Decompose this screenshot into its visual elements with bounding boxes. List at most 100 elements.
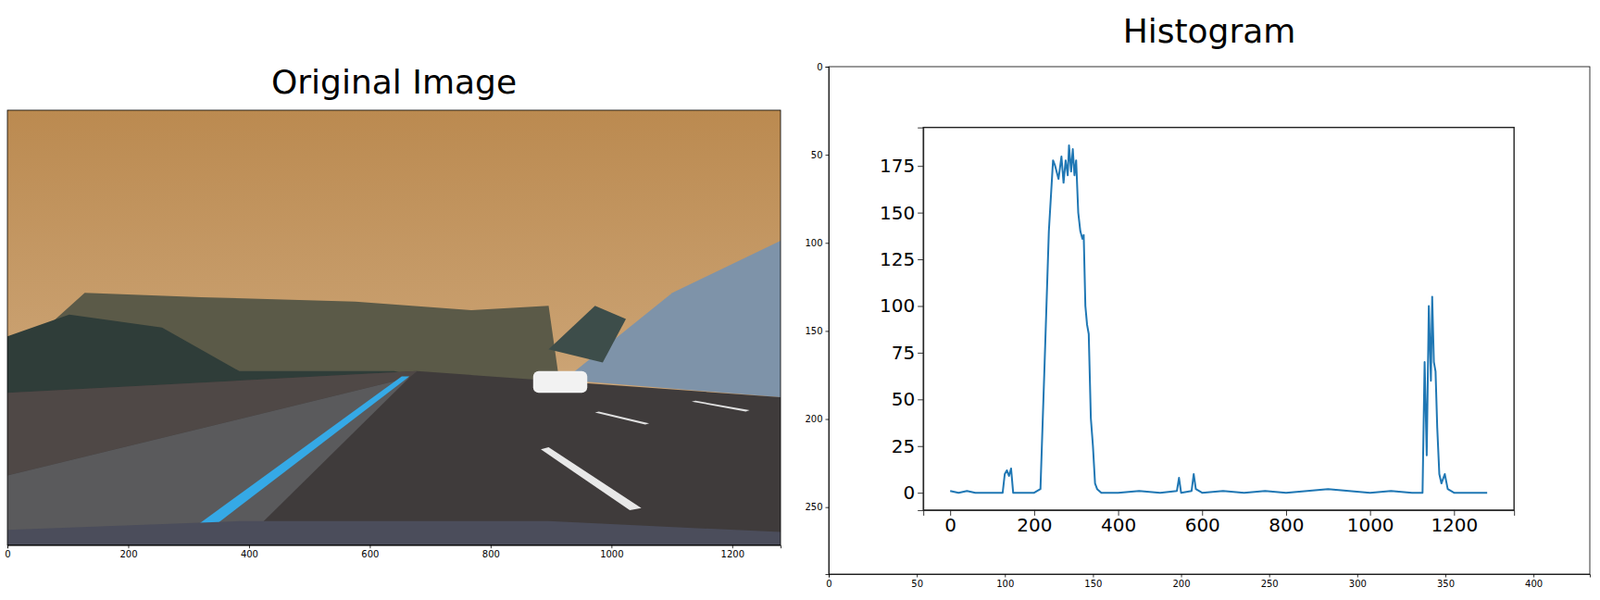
tick-label: 50 — [911, 578, 924, 589]
tick: 600 — [361, 545, 379, 561]
tick: 1000 — [1347, 510, 1395, 537]
tick: 250 — [804, 501, 829, 513]
tick-label: 100 — [996, 578, 1014, 589]
figure: 020040060080010001200Original Image05010… — [0, 0, 1600, 600]
tick: 100 — [879, 294, 924, 317]
tick-mark — [1357, 574, 1359, 578]
tick: 75 — [891, 341, 924, 364]
line-series — [950, 145, 1488, 493]
tick-label: 800 — [482, 549, 500, 560]
tick-mark — [1004, 574, 1006, 578]
tick-label: 0 — [825, 578, 832, 589]
tick: 0 — [902, 481, 924, 504]
tick: 0 — [944, 510, 957, 537]
tick-label: 175 — [879, 154, 915, 177]
tick-mark — [7, 545, 9, 550]
tick-mark — [917, 492, 924, 494]
tick-mark — [825, 419, 830, 421]
tick-label: 1000 — [1347, 513, 1395, 537]
tick-label: 125 — [879, 248, 915, 271]
tick: 150 — [804, 325, 829, 337]
tick: 400 — [1100, 510, 1137, 537]
tick: 400 — [1525, 574, 1543, 589]
tick-label: 300 — [1349, 578, 1367, 589]
tick: 1200 — [721, 545, 745, 561]
plot-area — [950, 145, 1488, 493]
road — [7, 371, 781, 546]
tick: 0 — [4, 545, 11, 561]
tick-mark — [917, 259, 924, 261]
tick-label: 75 — [891, 341, 915, 364]
axis-yticks: 0 25 50 75 100 125 150 175 — [879, 127, 925, 511]
tick-label: 100 — [804, 237, 823, 249]
tick-label: 800 — [1268, 513, 1304, 537]
tick: 50 — [911, 574, 924, 589]
tick-label: 150 — [879, 201, 915, 225]
tick-label: 100 — [879, 294, 915, 317]
tick: 600 — [1185, 510, 1221, 537]
tick-label: 1200 — [1430, 513, 1478, 537]
tick-label: 600 — [361, 549, 379, 560]
tick-label: 200 — [804, 413, 823, 425]
tick-label: 600 — [1185, 513, 1221, 537]
tick-mark — [825, 507, 830, 509]
tick: 400 — [240, 545, 259, 561]
axis-xticks: 0 200 400 600 800 1000 1200 — [924, 510, 1515, 537]
tick-mark — [1181, 574, 1183, 578]
tick-mark — [369, 545, 371, 550]
tree-right — [549, 305, 627, 363]
tick: 1000 — [600, 545, 624, 561]
tick-label: 200 — [119, 549, 138, 560]
tick: 250 — [1261, 574, 1279, 589]
tick-mark — [732, 545, 734, 550]
tick-label: 400 — [1100, 513, 1137, 537]
photo — [7, 110, 781, 546]
tick-mark — [1533, 574, 1535, 578]
tick-mark — [917, 305, 924, 307]
tick-label: 50 — [891, 387, 915, 411]
hood — [7, 521, 781, 546]
axis-line — [829, 575, 1591, 578]
tick-mark — [825, 242, 830, 244]
tick-mark — [917, 399, 924, 400]
tick-label: 1200 — [721, 549, 745, 560]
tick-label: 0 — [902, 481, 915, 504]
tick-mark — [916, 574, 918, 578]
tick: 125 — [879, 248, 924, 271]
tick: 150 — [879, 201, 924, 225]
tick: 175 — [879, 154, 924, 177]
tick-mark — [917, 212, 924, 214]
tick-label: 250 — [804, 501, 823, 513]
tick: 0 — [816, 62, 829, 73]
tick-mark — [917, 352, 924, 354]
lane-dash — [595, 411, 650, 425]
tick: 50 — [811, 150, 829, 161]
tick: 0 — [825, 574, 832, 589]
tick-mark — [490, 545, 492, 550]
tick: 1200 — [1430, 510, 1478, 537]
tick-mark — [1445, 574, 1447, 578]
tick: 200 — [1016, 510, 1052, 537]
frame — [923, 127, 1514, 511]
tick: 25 — [891, 435, 924, 458]
axis-xticks: 0 50 100 150 200 250 300 350 400 — [825, 574, 1590, 589]
car — [533, 371, 588, 393]
tick-label: 0 — [944, 513, 957, 537]
axis-line — [8, 545, 782, 549]
frame — [7, 110, 781, 546]
tick: 800 — [482, 545, 500, 561]
tick: 800 — [1268, 510, 1304, 537]
tick-label: 350 — [1437, 578, 1455, 589]
tick-label: 0 — [4, 549, 11, 560]
tick: 300 — [1349, 574, 1367, 589]
tick-mark — [825, 154, 830, 156]
frame — [828, 66, 1590, 575]
tick-mark — [1092, 574, 1094, 578]
tick-mark — [917, 446, 924, 448]
tick: 200 — [1173, 574, 1191, 589]
lane-dash — [691, 400, 750, 413]
tick-label: 150 — [1084, 578, 1102, 589]
tick-mark — [825, 66, 830, 68]
tick-mark — [249, 545, 250, 550]
axis-line — [825, 67, 830, 575]
